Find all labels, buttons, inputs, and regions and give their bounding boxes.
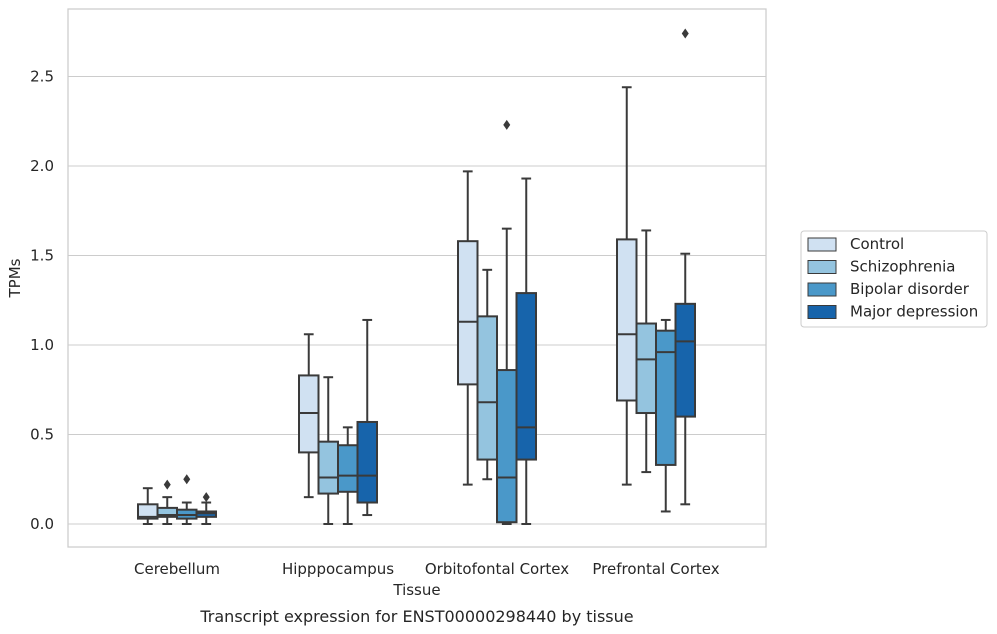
- y-tick-label: 0.0: [30, 515, 54, 533]
- box-major-depression-orbitofontal-cortex: [515, 177, 537, 525]
- legend-swatch: [807, 305, 837, 319]
- x-tick-labels: Cerebellum Hipppocampus Orbitofontal Corte…: [134, 560, 720, 578]
- box-schizophrenia-orbitofontal-cortex: [476, 268, 498, 481]
- box-bipolar-disorder-orbitofontal-cortex: [496, 119, 518, 525]
- legend-label: Schizophrenia: [850, 258, 955, 276]
- box-iqr: [457, 240, 479, 386]
- box-schizophrenia-hipppocampus: [317, 376, 339, 525]
- plot-frame: [67, 8, 767, 548]
- legend-frame: [800, 230, 988, 328]
- box-control-cerebellum: [137, 487, 159, 525]
- legend-item: Schizophrenia: [807, 258, 955, 276]
- legend-label: Major depression: [850, 303, 978, 321]
- y-tick-label: 2.5: [30, 68, 54, 86]
- box-control-hipppocampus: [298, 333, 320, 499]
- box-iqr: [356, 420, 378, 504]
- legend-label: Bipolar disorder: [850, 280, 970, 298]
- outlier-point: [183, 474, 191, 485]
- legend-swatch: [807, 260, 837, 274]
- x-axis-label: Tissue: [392, 581, 440, 599]
- legend-swatch: [807, 237, 837, 252]
- box-control-orbitofontal-cortex: [457, 170, 479, 486]
- outlier-point: [163, 479, 171, 490]
- box-schizophrenia-cerebellum: [156, 479, 178, 525]
- box-iqr: [655, 329, 677, 466]
- box-iqr: [476, 315, 498, 461]
- y-tick-label: 1.5: [30, 247, 54, 265]
- box-iqr: [635, 322, 657, 415]
- box-iqr: [496, 369, 518, 524]
- legend-swatch: [807, 282, 837, 297]
- x-tick-label: Hipppocampus: [282, 560, 394, 578]
- x-tick-label: Cerebellum: [134, 560, 220, 578]
- x-tick-label: Orbitofontal Cortex: [425, 560, 569, 578]
- box-bipolar-disorder-cerebellum: [176, 474, 198, 525]
- box-major-depression-cerebellum: [195, 492, 217, 525]
- y-tick-label: 1.0: [30, 336, 54, 354]
- outlier-point: [202, 492, 210, 503]
- box-iqr: [337, 444, 359, 493]
- box-groups: [137, 28, 696, 525]
- box-iqr: [515, 292, 537, 461]
- box-bipolar-disorder-hipppocampus: [337, 426, 359, 525]
- grid-lines: [68, 75, 766, 525]
- y-tick-labels: 0.0 0.5 1.0 1.5 2.0 2.5: [30, 68, 54, 534]
- box-schizophrenia-prefrontal-cortex: [635, 229, 657, 474]
- y-axis-label: TPMs: [6, 258, 24, 298]
- figure-caption: Transcript expression for ENST0000029844…: [199, 607, 633, 626]
- legend: Control Schizophrenia Bipolar disorder Majo…: [800, 230, 988, 328]
- legend-label: Control: [850, 235, 904, 253]
- legend-item: Major depression: [807, 303, 978, 321]
- box-iqr: [674, 302, 696, 418]
- box-control-prefrontal-cortex: [616, 86, 638, 486]
- y-tick-label: 0.5: [30, 426, 54, 444]
- box-major-depression-hipppocampus: [356, 318, 378, 517]
- x-tick-label: Prefrontal Cortex: [592, 560, 719, 578]
- box-iqr: [317, 440, 339, 495]
- outlier-point: [503, 119, 511, 130]
- outlier-point: [681, 28, 689, 39]
- box-iqr: [616, 238, 638, 402]
- legend-item: Bipolar disorder: [807, 280, 970, 298]
- legend-item: Control: [807, 235, 904, 253]
- box-bipolar-disorder-prefrontal-cortex: [655, 318, 677, 513]
- box-major-depression-prefrontal-cortex: [674, 28, 696, 506]
- y-tick-label: 2.0: [30, 157, 54, 175]
